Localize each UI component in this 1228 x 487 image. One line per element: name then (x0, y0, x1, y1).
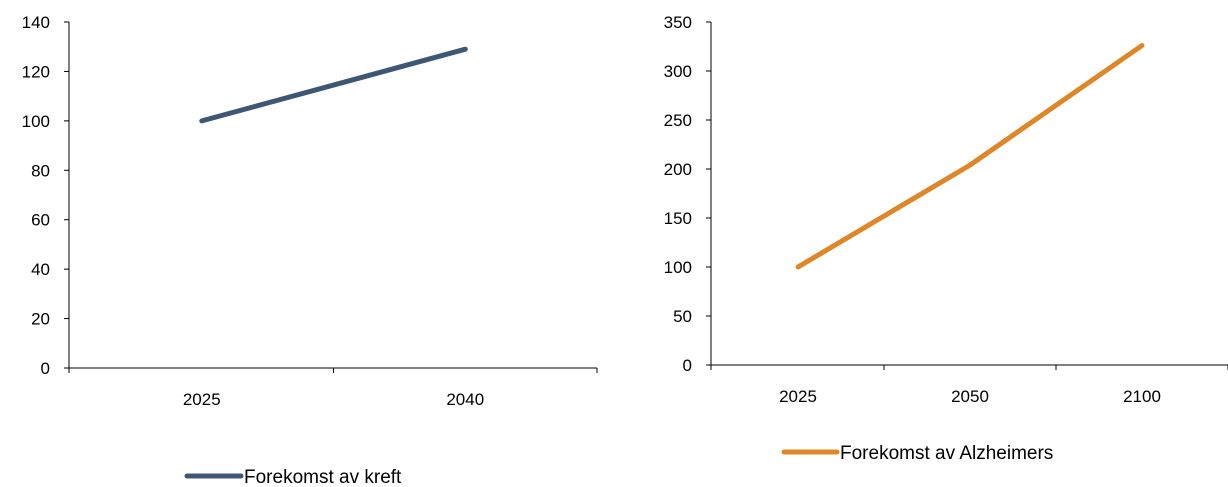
y-tick-label: 250 (664, 111, 692, 130)
series-line (795, 43, 1145, 270)
y-tick-label: 150 (664, 209, 692, 228)
y-tick-label: 120 (22, 62, 50, 81)
alzheimers-incidence-chart: 0 50 100 150 200 250 300 350 2025 2050 2100 Forekom… (664, 13, 1228, 464)
y-tick-label: 20 (31, 310, 50, 329)
x-tick-label: 2025 (779, 387, 817, 406)
x-tick-label: 2025 (183, 390, 221, 409)
y-tick-label: 80 (31, 161, 50, 180)
x-tick-label: 2050 (951, 387, 989, 406)
y-tick-label: 350 (664, 13, 692, 32)
y-tick-label: 50 (673, 307, 692, 326)
y-tick-label: 60 (31, 211, 50, 230)
series-line (199, 46, 468, 124)
y-tick-label: 40 (31, 260, 50, 279)
y-tick-label: 0 (41, 359, 50, 378)
y-tick-label: 100 (22, 112, 50, 131)
y-tick-label: 0 (683, 356, 692, 375)
y-tick-label: 140 (22, 13, 50, 32)
x-tick-label: 2100 (1123, 387, 1161, 406)
legend-label: Forekomst av kreft (244, 467, 402, 487)
legend-label: Forekomst av Alzheimers (840, 443, 1053, 464)
y-tick-label: 300 (664, 62, 692, 81)
x-tick-label: 2040 (446, 390, 484, 409)
y-tick-label: 200 (664, 160, 692, 179)
y-tick-label: 100 (664, 258, 692, 277)
